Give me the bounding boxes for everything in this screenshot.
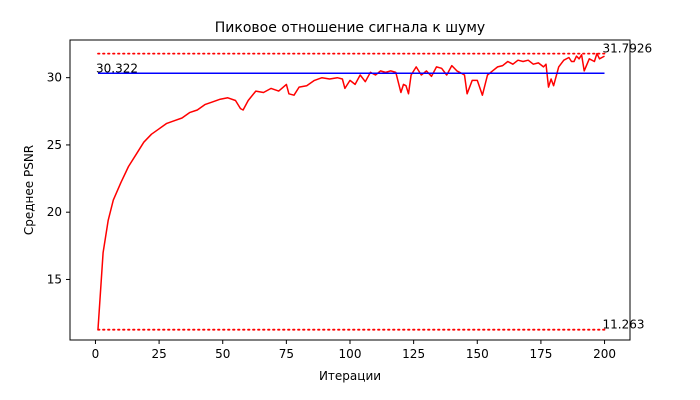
- y-tick-label: 25: [47, 138, 62, 152]
- plot-frame: [69, 39, 631, 341]
- x-tick-label: 75: [279, 347, 294, 361]
- x-tick-label: 125: [402, 347, 425, 361]
- x-tick-label: 50: [215, 347, 230, 361]
- x-tick-label: 25: [151, 347, 166, 361]
- x-tick-label: 200: [593, 347, 616, 361]
- chart-title: Пиковое отношение сигнала к шуму: [215, 20, 485, 36]
- x-tick-label: 100: [339, 347, 362, 361]
- x-tick-label: 0: [92, 347, 100, 361]
- value-annotation: 11.263: [603, 318, 645, 332]
- y-tick-label: 15: [47, 272, 62, 286]
- psnr-line: [97, 52, 605, 330]
- y-axis-label: Среднее PSNR: [22, 145, 36, 235]
- x-tick-label: 150: [466, 347, 489, 361]
- y-tick-label: 20: [47, 205, 62, 219]
- plot-content: [97, 52, 606, 331]
- value-annotation: 30.322: [96, 61, 138, 75]
- y-tick-label: 30: [47, 71, 62, 85]
- x-tick-label: 175: [529, 347, 552, 361]
- axis-ticks: 0 25 50 75 100 125 150 175 200 15 20 25 30: [47, 71, 616, 361]
- annotations: 31.7926 30.322 11.263: [96, 42, 652, 332]
- value-annotation: 31.7926: [603, 42, 653, 56]
- x-axis-label: Итерации: [319, 369, 381, 383]
